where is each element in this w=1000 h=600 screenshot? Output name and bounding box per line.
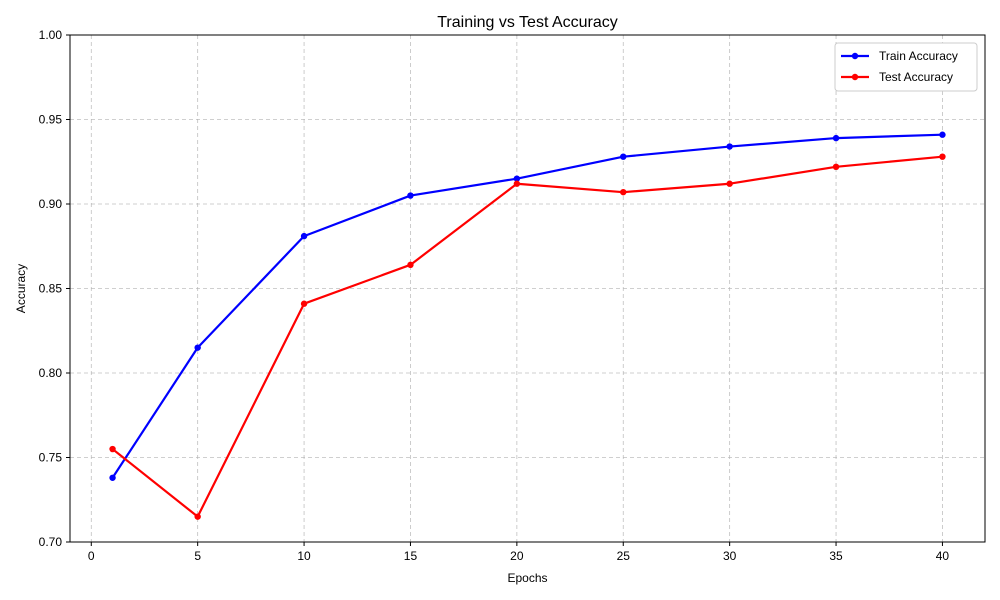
train-accuracy-point — [109, 474, 116, 481]
test-accuracy-point — [300, 300, 308, 307]
y-tick-label: 0.85 — [39, 282, 63, 296]
legend-box — [834, 42, 978, 92]
legend-label: Test Accuracy — [879, 70, 953, 84]
legend: Train Accuracy Test Accuracy — [834, 42, 978, 92]
test-accuracy-point — [832, 163, 840, 171]
train-accuracy-point — [939, 131, 946, 138]
x-tick-label: 25 — [617, 549, 631, 563]
test-accuracy-line — [111, 155, 943, 518]
train-accuracy-point — [194, 344, 201, 351]
y-tick-label: 0.95 — [39, 113, 63, 127]
test-accuracy-point — [939, 153, 946, 160]
test-accuracy-point — [513, 180, 521, 187]
series-test-accuracy — [109, 153, 946, 520]
y-tick-label: 0.90 — [39, 197, 63, 211]
y-tick-label: 1.00 — [39, 28, 63, 42]
legend-label: Train Accuracy — [879, 49, 958, 63]
x-tick-label: 40 — [936, 549, 950, 563]
legend-marker — [851, 73, 859, 81]
test-accuracy-point — [194, 513, 201, 520]
y-tick-label: 0.80 — [39, 366, 63, 380]
train-accuracy-point — [832, 134, 840, 142]
train-accuracy-point — [407, 192, 414, 199]
x-tick-label: 35 — [829, 549, 843, 563]
test-accuracy-point — [407, 261, 414, 269]
chart-title: Training vs Test Accuracy — [437, 14, 618, 31]
x-tick-label: 0 — [88, 549, 95, 563]
train-accuracy-point — [513, 175, 521, 182]
train-accuracy-point — [300, 232, 308, 240]
y-tick-label: 0.70 — [39, 535, 63, 549]
train-accuracy-line — [111, 133, 943, 479]
legend-item-train-accuracy: Train Accuracy — [841, 49, 958, 63]
legend-marker — [851, 52, 859, 60]
x-tick-label: 20 — [510, 549, 524, 563]
test-accuracy-point — [109, 445, 116, 453]
x-tick-label: 15 — [404, 549, 418, 563]
x-axis-label: Epochs — [507, 571, 547, 585]
legend-item-test-accuracy: Test Accuracy — [841, 70, 953, 84]
y-axis-label: Accuracy — [14, 264, 28, 313]
test-accuracy-point — [726, 180, 733, 187]
series-layer — [109, 131, 946, 520]
train-accuracy-point — [726, 143, 733, 150]
x-tick-label: 30 — [723, 549, 737, 563]
test-accuracy-point — [620, 188, 627, 196]
x-axis-ticks: 0 5 10 15 20 25 30 35 40 — [88, 542, 950, 563]
series-train-accuracy — [109, 131, 946, 481]
y-axis-ticks: 0.70 0.75 0.80 0.85 0.90 0.95 1.00 — [39, 28, 70, 549]
y-tick-label: 0.75 — [39, 451, 63, 465]
grid — [70, 34, 985, 543]
train-accuracy-point — [620, 153, 627, 160]
x-tick-label: 5 — [194, 549, 201, 563]
x-tick-label: 10 — [297, 549, 311, 563]
